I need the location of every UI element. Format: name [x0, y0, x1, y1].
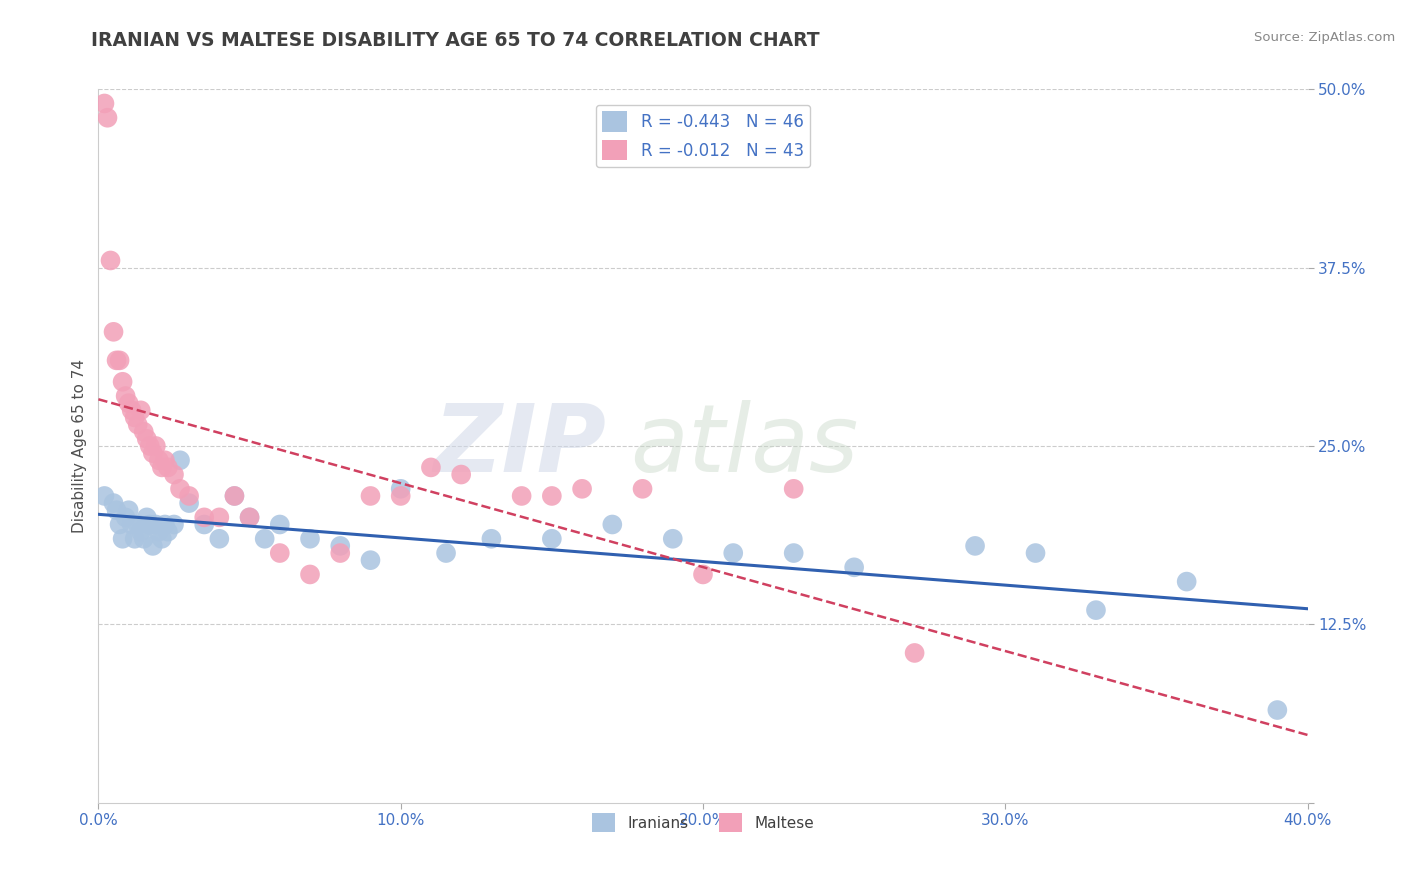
- Point: [145, 439, 167, 453]
- Text: IRANIAN VS MALTESE DISABILITY AGE 65 TO 74 CORRELATION CHART: IRANIAN VS MALTESE DISABILITY AGE 65 TO …: [91, 31, 820, 50]
- Point: [329, 539, 352, 553]
- Point: [360, 553, 382, 567]
- Point: [540, 532, 562, 546]
- Point: [1175, 574, 1198, 589]
- Point: [481, 532, 503, 546]
- Point: [193, 517, 215, 532]
- Point: [239, 510, 262, 524]
- Point: [93, 96, 115, 111]
- Point: [571, 482, 593, 496]
- Point: [163, 517, 186, 532]
- Point: [269, 517, 291, 532]
- Point: [723, 546, 745, 560]
- Point: [239, 510, 262, 524]
- Point: [208, 510, 231, 524]
- Point: [783, 482, 806, 496]
- Point: [118, 396, 141, 410]
- Point: [148, 524, 170, 539]
- Point: [129, 403, 152, 417]
- Point: [153, 453, 176, 467]
- Point: [1267, 703, 1289, 717]
- Point: [224, 489, 246, 503]
- Point: [153, 517, 176, 532]
- Y-axis label: Disability Age 65 to 74: Disability Age 65 to 74: [72, 359, 87, 533]
- Point: [329, 546, 352, 560]
- Point: [844, 560, 866, 574]
- Point: [132, 532, 155, 546]
- Point: [179, 489, 201, 503]
- Point: [360, 489, 382, 503]
- Point: [389, 482, 412, 496]
- Point: [114, 510, 136, 524]
- Point: [148, 453, 170, 467]
- Point: [450, 467, 472, 482]
- Point: [114, 389, 136, 403]
- Point: [783, 546, 806, 560]
- Point: [163, 467, 186, 482]
- Point: [139, 517, 162, 532]
- Point: [127, 517, 149, 532]
- Point: [121, 403, 143, 417]
- Point: [108, 353, 131, 368]
- Point: [142, 539, 165, 553]
- Point: [100, 253, 122, 268]
- Point: [139, 439, 162, 453]
- Text: atlas: atlas: [630, 401, 859, 491]
- Point: [150, 460, 173, 475]
- Point: [510, 489, 533, 503]
- Point: [169, 482, 191, 496]
- Point: [121, 517, 143, 532]
- Point: [103, 496, 125, 510]
- Point: [145, 517, 167, 532]
- Point: [224, 489, 246, 503]
- Legend: Iranians, Maltese: Iranians, Maltese: [586, 807, 820, 838]
- Point: [135, 510, 157, 524]
- Point: [124, 532, 146, 546]
- Point: [1024, 546, 1046, 560]
- Point: [253, 532, 276, 546]
- Point: [96, 111, 118, 125]
- Point: [132, 425, 155, 439]
- Point: [965, 539, 987, 553]
- Point: [540, 489, 562, 503]
- Point: [105, 353, 128, 368]
- Point: [904, 646, 927, 660]
- Point: [299, 532, 322, 546]
- Point: [93, 489, 115, 503]
- Point: [420, 460, 443, 475]
- Point: [124, 410, 146, 425]
- Point: [156, 524, 179, 539]
- Text: ZIP: ZIP: [433, 400, 606, 492]
- Point: [299, 567, 322, 582]
- Point: [269, 546, 291, 560]
- Point: [111, 532, 134, 546]
- Point: [661, 532, 683, 546]
- Point: [111, 375, 134, 389]
- Point: [434, 546, 457, 560]
- Point: [208, 532, 231, 546]
- Point: [142, 446, 165, 460]
- Point: [135, 432, 157, 446]
- Point: [108, 517, 131, 532]
- Point: [193, 510, 215, 524]
- Point: [631, 482, 654, 496]
- Point: [129, 524, 152, 539]
- Point: [602, 517, 624, 532]
- Point: [127, 417, 149, 432]
- Point: [105, 503, 128, 517]
- Text: Source: ZipAtlas.com: Source: ZipAtlas.com: [1254, 31, 1395, 45]
- Point: [692, 567, 714, 582]
- Point: [156, 460, 179, 475]
- Point: [103, 325, 125, 339]
- Point: [179, 496, 201, 510]
- Point: [118, 503, 141, 517]
- Point: [150, 532, 173, 546]
- Point: [169, 453, 191, 467]
- Point: [1085, 603, 1108, 617]
- Point: [389, 489, 412, 503]
